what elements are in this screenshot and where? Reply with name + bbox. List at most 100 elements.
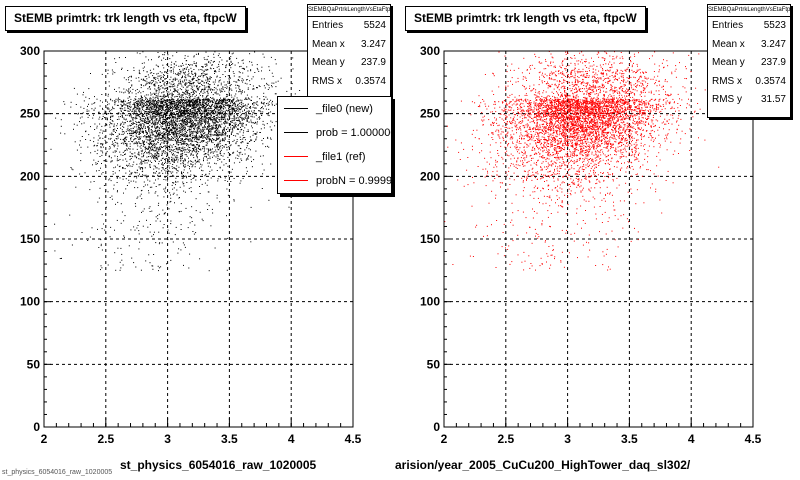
scatter-point (163, 135, 165, 137)
scatter-point (192, 130, 194, 132)
scatter-point (177, 106, 179, 108)
scatter-point (186, 136, 188, 138)
scatter-point (207, 179, 209, 181)
scatter-point (292, 57, 294, 59)
scatter-point (249, 107, 251, 109)
scatter-point (167, 108, 169, 110)
scatter-point (154, 122, 156, 124)
scatter-point (101, 173, 103, 175)
scatter-point (135, 98, 137, 100)
scatter-point (251, 61, 253, 63)
scatter-point (125, 144, 127, 146)
scatter-point (204, 123, 206, 125)
scatter-point (143, 119, 145, 121)
scatter-point (172, 122, 174, 124)
scatter-point (181, 175, 183, 177)
scatter-point (180, 110, 182, 112)
scatter-point (162, 106, 164, 107)
scatter-point (183, 72, 185, 74)
scatter-point (207, 153, 209, 155)
scatter-point (233, 108, 235, 110)
scatter-point (169, 144, 171, 146)
scatter-point (183, 264, 184, 266)
scatter-point (152, 132, 154, 134)
scatter-point (239, 88, 241, 90)
scatter-point (232, 113, 234, 115)
scatter-point (161, 117, 163, 119)
scatter-point (139, 173, 140, 175)
scatter-point (144, 122, 145, 124)
scatter-point (210, 89, 211, 91)
scatter-point (130, 109, 132, 111)
scatter-point (251, 110, 253, 112)
scatter-point (175, 180, 177, 182)
scatter-point (94, 96, 95, 98)
scatter-point (140, 78, 142, 80)
scatter-point (171, 156, 173, 158)
scatter-point (121, 67, 123, 69)
scatter-point (141, 99, 143, 101)
scatter-point (214, 123, 216, 124)
scatter-point (161, 110, 163, 112)
scatter-point (196, 97, 198, 99)
scatter-point (194, 135, 196, 137)
scatter-point (206, 59, 208, 61)
scatter-point (151, 106, 153, 108)
scatter-point (202, 107, 204, 109)
scatter-point (214, 140, 216, 142)
scatter-point (234, 95, 236, 97)
scatter-point (218, 53, 220, 55)
scatter-point (182, 146, 184, 148)
scatter-point (202, 122, 204, 124)
scatter-point (154, 153, 156, 155)
scatter-point (246, 113, 247, 115)
scatter-point (205, 117, 207, 119)
scatter-point (232, 152, 234, 154)
scatter-point (208, 135, 210, 137)
scatter-point (152, 140, 154, 141)
scatter-point (230, 126, 232, 128)
scatter-point (207, 128, 209, 130)
scatter-point (155, 216, 157, 218)
scatter-point (138, 138, 140, 140)
scatter-point (161, 59, 163, 61)
scatter-point (146, 101, 148, 103)
scatter-point (158, 133, 160, 135)
scatter-point (124, 140, 125, 142)
scatter-point (207, 79, 209, 81)
scatter-point (221, 140, 223, 142)
scatter-point (176, 132, 178, 134)
scatter-point (195, 102, 197, 104)
scatter-point (170, 102, 172, 104)
scatter-point (158, 114, 160, 116)
scatter-point (173, 192, 175, 194)
scatter-point (168, 102, 170, 103)
scatter-point (112, 173, 114, 175)
scatter-point (185, 90, 187, 92)
scatter-point (194, 127, 196, 129)
scatter-point (204, 59, 206, 60)
scatter-point (242, 178, 244, 179)
scatter-point (184, 130, 186, 132)
scatter-point (173, 149, 175, 150)
scatter-point (149, 72, 151, 74)
scatter-point (171, 61, 173, 63)
scatter-point (253, 112, 255, 114)
scatter-point (169, 109, 171, 111)
scatter-point (177, 107, 179, 109)
scatter-point (239, 121, 241, 123)
scatter-point (154, 139, 156, 141)
scatter-point (210, 60, 212, 62)
scatter-point (156, 101, 158, 103)
scatter-point (196, 80, 198, 82)
scatter-point (109, 178, 111, 180)
scatter-point (157, 97, 159, 99)
scatter-point (220, 125, 222, 127)
scatter-point (142, 67, 144, 69)
scatter-point (156, 147, 158, 149)
scatter-point (197, 103, 199, 105)
scatter-point (178, 149, 180, 151)
scatter-point (219, 139, 221, 141)
scatter-point (165, 160, 166, 162)
scatter-point (167, 54, 169, 56)
